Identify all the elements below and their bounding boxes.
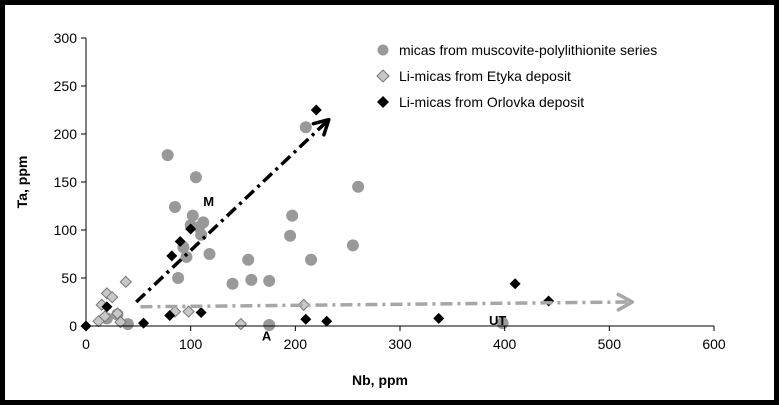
legend-label-orlovka: Li-micas from Orlovka deposit — [399, 94, 584, 110]
data-point — [189, 171, 202, 184]
trend-arrowhead — [311, 117, 331, 137]
data-point — [297, 298, 310, 312]
data-point — [433, 312, 445, 324]
series-0 — [100, 121, 509, 332]
data-point — [111, 307, 124, 320]
data-point — [138, 317, 150, 329]
y-tick-label: 200 — [54, 126, 78, 142]
x-ticks: 0 100 200 300 400 500 600 — [82, 326, 726, 352]
data-point — [101, 301, 113, 313]
data-point — [105, 290, 119, 304]
trend-arrow — [140, 292, 635, 312]
data-point — [161, 149, 174, 162]
data-point — [299, 121, 312, 134]
x-tick-label: 200 — [284, 336, 308, 352]
y-tick-label: 0 — [69, 318, 77, 334]
data-point — [321, 315, 333, 327]
data-point — [166, 250, 178, 262]
legend-marker-diamond-grey — [376, 69, 390, 83]
data-point — [114, 315, 127, 329]
data-point — [242, 253, 255, 266]
data-point — [245, 273, 258, 286]
x-tick-label: 0 — [82, 336, 90, 352]
chart-frame: 0 100 200 300 400 500 600 0 50 100 150 200 250 300 N… — [5, 5, 774, 400]
y-tick-label: 100 — [54, 222, 78, 238]
x-tick-label: 300 — [388, 336, 412, 352]
annotation-label: M — [203, 194, 214, 209]
x-axis-title: Nb, ppm — [352, 372, 408, 388]
y-axis-title: Ta, ppm — [14, 156, 30, 209]
series-1 — [92, 275, 310, 331]
y-ticks: 0 50 100 150 200 250 300 — [54, 30, 86, 334]
x-tick-label: 100 — [179, 336, 203, 352]
data-point — [352, 180, 365, 193]
annotation-label: UT — [489, 313, 506, 328]
series-2 — [80, 104, 555, 332]
x-tick-label: 500 — [598, 336, 622, 352]
legend-label-muscovite: micas from muscovite-polylithionite seri… — [399, 42, 657, 58]
data-point — [182, 305, 195, 318]
data-point — [305, 253, 318, 266]
data-point — [164, 309, 176, 321]
data-point — [185, 223, 197, 235]
data-point — [346, 239, 359, 252]
data-point — [168, 200, 181, 213]
trend-arrow — [135, 117, 331, 304]
data-point — [263, 319, 276, 332]
data-point — [174, 236, 186, 248]
x-tick-label: 400 — [493, 336, 517, 352]
data-point — [180, 250, 193, 263]
data-point — [186, 209, 199, 222]
data-point — [226, 277, 239, 290]
data-point — [197, 216, 210, 229]
y-tick-label: 250 — [54, 78, 78, 94]
data-point — [195, 228, 208, 241]
trend-arrowhead — [616, 292, 635, 312]
data-point — [119, 275, 132, 289]
data-point — [98, 310, 112, 323]
data-point — [300, 313, 312, 325]
y-tick-label: 50 — [61, 270, 77, 286]
data-point — [263, 274, 276, 287]
data-point — [543, 295, 555, 307]
data-point — [172, 272, 185, 284]
x-tick-label: 600 — [702, 336, 726, 352]
legend: micas from muscovite-polylithionite seri… — [376, 42, 657, 110]
data-point — [195, 307, 207, 319]
legend-marker-circle — [377, 44, 389, 56]
trend-line — [140, 300, 633, 309]
data-point — [284, 229, 297, 242]
data-point — [509, 278, 521, 290]
data-marks — [80, 104, 555, 332]
trend-line — [135, 118, 331, 304]
legend-marker-diamond-black — [377, 96, 389, 108]
annotations: M UT A — [203, 194, 506, 343]
legend-label-etyka: Li-micas from Etyka deposit — [399, 68, 571, 84]
scatter-chart: 0 100 200 300 400 500 600 0 50 100 150 200 250 300 N… — [14, 30, 726, 388]
data-point — [234, 317, 248, 331]
data-point — [310, 104, 322, 116]
trend-lines — [135, 117, 635, 312]
data-point — [203, 248, 216, 260]
data-point — [286, 209, 299, 222]
y-tick-label: 300 — [54, 30, 78, 46]
y-tick-label: 150 — [54, 174, 78, 190]
annotation-label: A — [262, 328, 272, 343]
